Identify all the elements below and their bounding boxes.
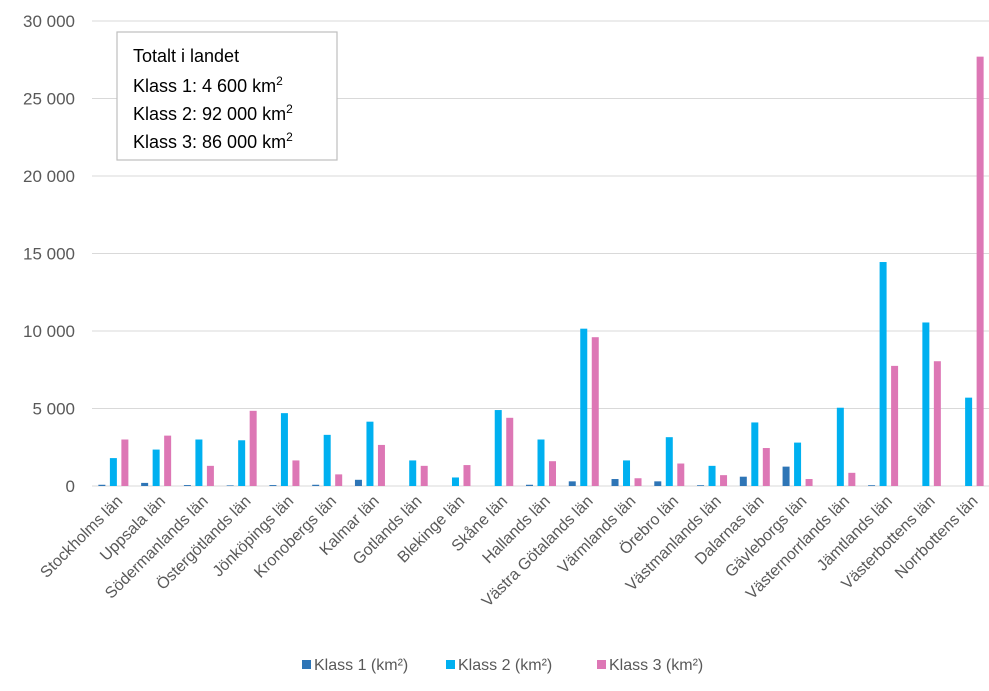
bar-klass-3 — [249, 410, 257, 486]
bar-klass-3 — [848, 472, 856, 486]
bar-klass-1 — [739, 476, 747, 486]
bar-klass-3 — [762, 448, 770, 486]
y-tick-label: 20 000 — [23, 167, 75, 186]
bar-klass-1 — [354, 479, 362, 486]
bar-klass-2 — [836, 407, 844, 486]
bar-klass-2 — [623, 460, 631, 486]
y-tick-label: 30 000 — [23, 12, 75, 31]
bar-klass-3 — [463, 465, 471, 486]
bar-klass-1 — [611, 479, 619, 486]
bar-klass-3 — [891, 365, 899, 486]
bar-klass-2 — [879, 262, 887, 486]
bar-klass-3 — [206, 465, 214, 486]
bar-klass-3 — [164, 435, 172, 486]
bar-klass-2 — [238, 440, 246, 486]
legend-item-klass-3: Klass 3 (km²) — [597, 657, 703, 674]
legend-item-klass-1: Klass 1 (km²) — [302, 657, 408, 674]
legend: Klass 1 (km²) Klass 2 (km²) Klass 3 (km²… — [302, 657, 703, 674]
legend-label-klass-2: Klass 2 (km²) — [458, 657, 552, 674]
bar-klass-1 — [141, 482, 149, 486]
annotation-box: Totalt i landet Klass 1: 4 600 km2 Klass… — [116, 31, 338, 161]
legend-label-klass-3: Klass 3 (km²) — [609, 657, 703, 674]
y-tick-label: 25 000 — [23, 90, 75, 109]
bar-klass-2 — [195, 439, 203, 486]
y-axis-ticks: 0 5 000 10 000 15 000 20 000 25 000 30 000 — [23, 12, 75, 496]
bar-klass-1 — [226, 485, 234, 486]
annotation-title: Totalt i landet — [133, 46, 239, 66]
bar-klass-2 — [280, 413, 288, 486]
bar-klass-3 — [121, 439, 129, 486]
bar-klass-2 — [708, 465, 716, 486]
bar-klass-2 — [409, 460, 417, 486]
bar-klass-2 — [965, 397, 973, 486]
bar-klass-2 — [323, 434, 331, 486]
bar-klass-3 — [591, 337, 599, 486]
bar-klass-1 — [183, 485, 191, 486]
bar-klass-1 — [697, 485, 705, 486]
bar-klass-3 — [292, 460, 300, 486]
bar-klass-2 — [580, 328, 588, 486]
bar-klass-2 — [451, 477, 459, 486]
annotation-line-2: Klass 2: 92 000 km2 — [133, 102, 293, 124]
bar-klass-2 — [366, 421, 374, 486]
bar-klass-3 — [335, 474, 343, 486]
bar-klass-2 — [152, 449, 160, 486]
bar-klass-1 — [269, 485, 277, 486]
bar-klass-3 — [677, 463, 685, 486]
bar-klass-2 — [665, 437, 673, 486]
bar-klass-1 — [568, 481, 576, 486]
bar-klass-2 — [109, 458, 117, 486]
bar-klass-3 — [420, 465, 428, 486]
bar-klass-1 — [782, 466, 790, 486]
bar-klass-2 — [922, 322, 930, 486]
bar-klass-1 — [526, 484, 533, 486]
y-tick-label: 10 000 — [23, 322, 75, 341]
bar-klass-3 — [805, 479, 813, 486]
bar-klass-2 — [537, 439, 545, 486]
legend-swatch-klass-3 — [597, 660, 606, 669]
bar-klass-2 — [751, 422, 759, 486]
bar-klass-2 — [494, 410, 502, 486]
legend-item-klass-2: Klass 2 (km²) — [446, 657, 552, 674]
bar-klass-2 — [794, 442, 802, 486]
bar-klass-3 — [634, 478, 642, 486]
bars — [98, 56, 984, 487]
bar-klass-3 — [549, 461, 556, 486]
y-tick-label: 0 — [66, 477, 75, 496]
y-tick-label: 5 000 — [32, 400, 75, 419]
y-tick-label: 15 000 — [23, 245, 75, 264]
bar-klass-3 — [506, 417, 514, 486]
bar-klass-3 — [377, 444, 385, 486]
legend-swatch-klass-2 — [446, 660, 455, 669]
bar-klass-1 — [98, 484, 106, 486]
bar-klass-3 — [933, 361, 941, 486]
legend-label-klass-1: Klass 1 (km²) — [314, 657, 408, 674]
x-tick-label: Jämtlands län — [814, 493, 896, 575]
bar-klass-1 — [654, 481, 662, 486]
bar-klass-3 — [720, 475, 728, 486]
annotation-line-1: Klass 1: 4 600 km2 — [133, 74, 283, 96]
legend-swatch-klass-1 — [302, 660, 311, 669]
bar-klass-3 — [976, 56, 984, 487]
bar-klass-1 — [312, 484, 320, 486]
bar-klass-1 — [868, 485, 876, 486]
annotation-line-3: Klass 3: 86 000 km2 — [133, 130, 293, 152]
